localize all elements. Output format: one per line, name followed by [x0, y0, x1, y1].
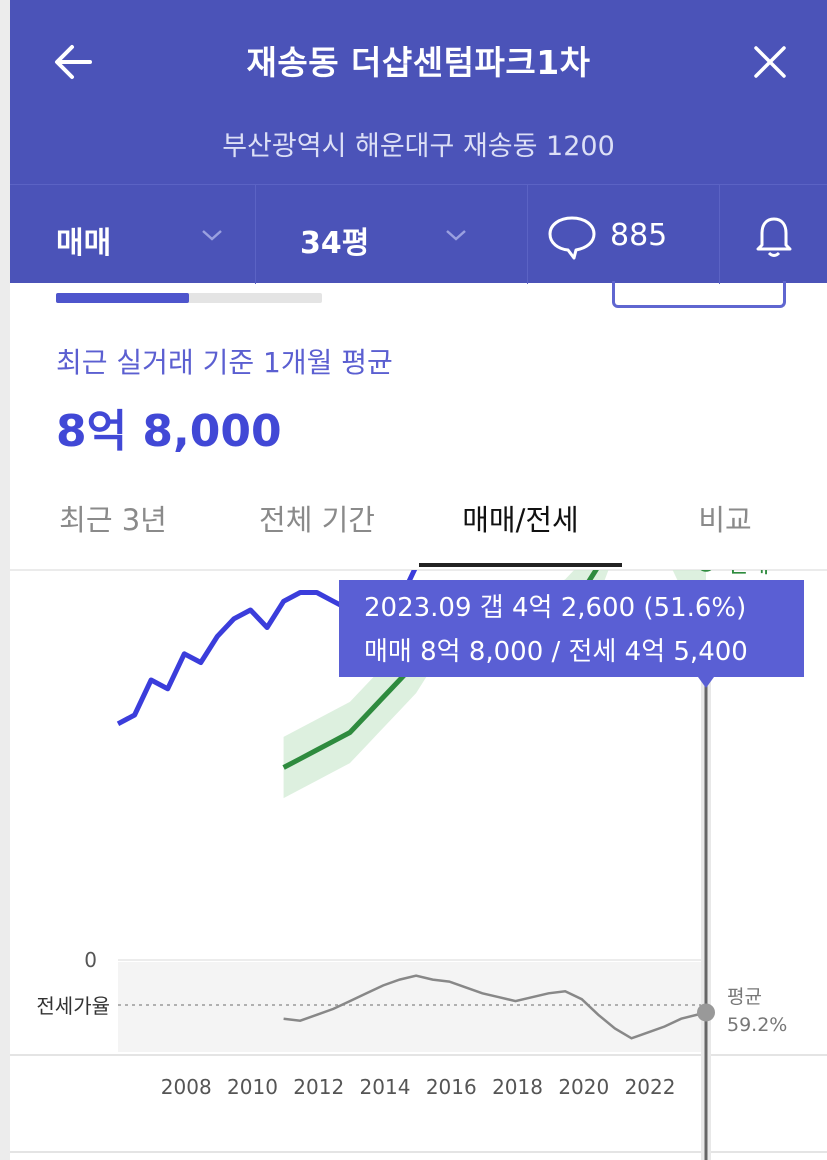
bell-icon [756, 217, 792, 257]
x-tick-label: 2018 [492, 1075, 543, 1099]
tab-recent-3y[interactable]: 최근 3년 [59, 503, 167, 537]
back-button[interactable] [50, 38, 98, 86]
x-tick-label: 2010 [227, 1075, 278, 1099]
progress-bar-fill [56, 293, 189, 303]
ratio-label: 전세가율 [36, 994, 110, 1018]
tab-sale-jeonse[interactable]: 매매/전세 [419, 497, 622, 567]
x-tick-label: 2016 [426, 1075, 477, 1099]
jeonse-point-marker [700, 570, 712, 572]
average-price: 8억 8,000 [56, 406, 282, 457]
y-tick-label: 0 [84, 948, 97, 972]
price-chart[interactable]: 15억10억5억0전세가율200820102012201420162018202… [0, 570, 827, 1160]
chevron-down-icon [202, 230, 222, 241]
x-tick-label: 2014 [360, 1075, 411, 1099]
chevron-down-icon [446, 230, 466, 241]
left-edge [0, 0, 10, 1160]
partial-button[interactable] [612, 281, 786, 308]
filter-bar: 매매 34평 885 [10, 184, 827, 284]
tooltip-line-2: 매매 8억 8,000 / 전세 4억 5,400 [364, 637, 748, 667]
x-tick-label: 2022 [625, 1075, 676, 1099]
area-select[interactable]: 34평 [255, 185, 528, 284]
trade-type-select[interactable]: 매매 [10, 185, 255, 284]
tooltip-pointer [698, 677, 714, 688]
page-title: 재송동 더샵센텀파크1차 [246, 43, 591, 82]
close-button[interactable] [746, 38, 794, 86]
ratio-point-marker [697, 1003, 715, 1022]
x-tick-label: 2012 [293, 1075, 344, 1099]
comment-count: 885 [610, 218, 668, 253]
sale-series-line [116, 570, 418, 727]
ratio-series-line [283, 974, 707, 1040]
x-tick-label: 2008 [161, 1075, 212, 1099]
area-label: 34평 [300, 226, 370, 261]
jeonse-series-label: 전세 [727, 570, 769, 578]
tab-compare[interactable]: 비교 [698, 503, 752, 537]
close-icon [754, 46, 786, 78]
arrow-left-icon [55, 45, 92, 79]
progress-bar [56, 293, 322, 303]
app-header: 재송동 더샵센텀파크1차 부산광역시 해운대구 재송동 1200 매매 34평 [10, 0, 827, 284]
tooltip-box [339, 580, 804, 677]
ratio-current-value: 59.2% [727, 1014, 787, 1036]
trade-type-label: 매매 [56, 226, 112, 261]
tooltip-line-1: 2023.09 갭 4억 2,600 (51.6%) [364, 593, 746, 623]
comments-button[interactable]: 885 [527, 185, 720, 284]
speech-bubble-icon [548, 216, 596, 260]
tooltip: 2023.09 갭 4억 2,600 (51.6%) 매매 8억 8,000 / … [339, 580, 804, 688]
ratio-average-label: 평균 [727, 986, 762, 1008]
x-tick-label: 2020 [558, 1075, 609, 1099]
tab-all-period[interactable]: 전체 기간 [259, 503, 375, 537]
average-caption: 최근 실거래 기준 1개월 평균 [56, 346, 393, 379]
address-label: 부산광역시 해운대구 재송동 1200 [222, 131, 615, 162]
notification-button[interactable] [719, 185, 827, 284]
period-tabs: 최근 3년 전체 기간 매매/전세 비교 [10, 483, 827, 571]
